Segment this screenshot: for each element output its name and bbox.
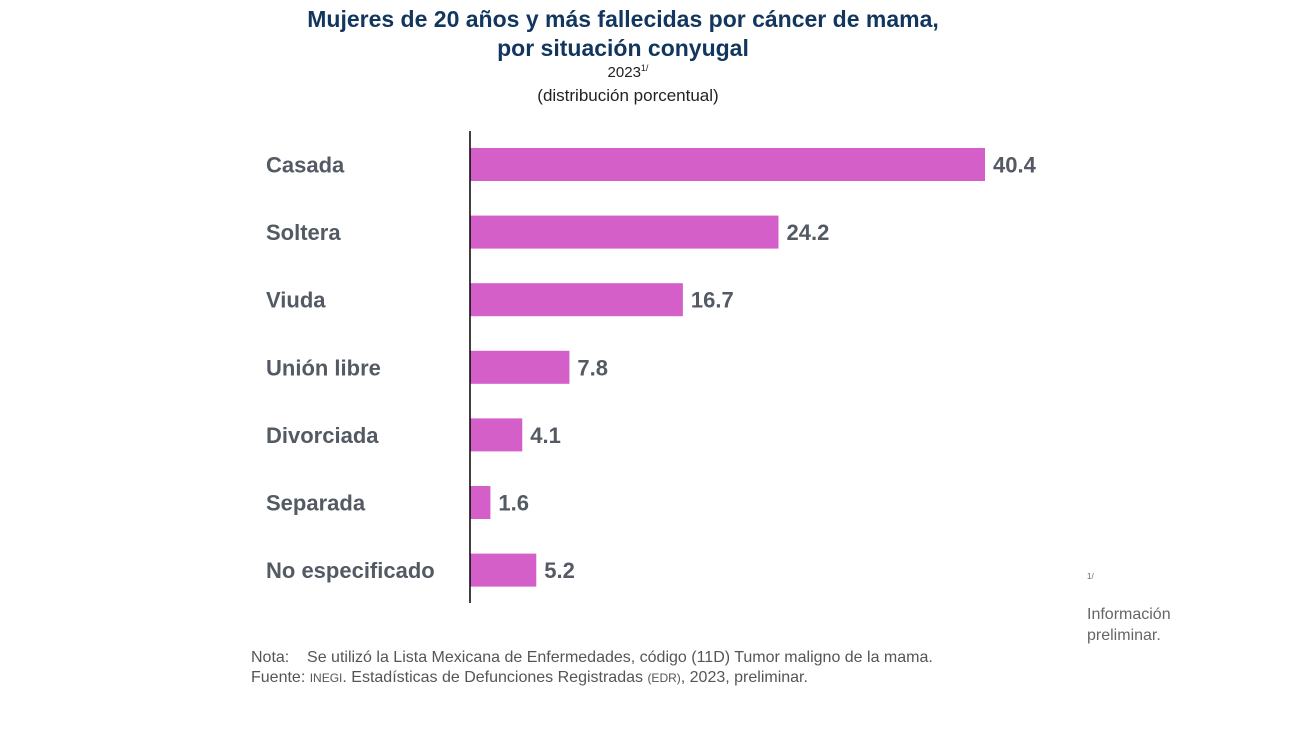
bar [470,148,985,181]
footnote-text-2: preliminar. [1087,627,1161,644]
note-text: Se utilizó la Lista Mexicana de Enfermed… [307,649,933,666]
category-label: Soltera [266,220,341,245]
data-label: 4.1 [530,423,561,448]
category-label: Casada [266,153,345,178]
chart-year: 20231/ [0,63,1256,81]
footnote-mark: 1/ [1087,572,1094,581]
note-line: Nota: Se utilizó la Lista Mexicana de En… [251,649,933,667]
chart-subtitle: (distribución porcentual) [537,86,719,105]
chart-title-line2: por situación conyugal [497,35,749,61]
source-label: Fuente: [251,669,306,686]
source-text-end: , 2023, preliminar. [680,669,808,686]
bar [470,283,683,317]
data-label: 1.6 [498,491,529,516]
source-line: Fuente: INEGI. Estadísticas de Defuncion… [251,669,808,687]
category-label: Separada [266,491,366,516]
bar [470,553,537,587]
footnote-text-1: Información [1087,606,1171,623]
category-label: No especificado [266,558,435,583]
bar [470,486,491,519]
year-text: 2023 [607,64,641,81]
category-label: Divorciada [266,423,379,448]
category-label: Unión libre [266,355,381,380]
data-label: 24.2 [786,220,829,245]
data-label: 7.8 [577,355,608,380]
note-label: Nota: [251,649,290,666]
chart-title: Mujeres de 20 años y más fallecidas por … [307,6,939,32]
bar [470,350,570,384]
bar [470,418,523,452]
data-label: 5.2 [544,558,575,583]
category-label: Viuda [266,288,326,313]
bar [470,215,779,249]
data-label: 16.7 [691,288,734,313]
source-text: . Estadísticas de Defunciones Registrada… [342,669,648,686]
source-edr: (EDR) [647,671,681,685]
source-inegi: INEGI [309,671,343,685]
year-footnote-mark: 1/ [640,63,649,73]
data-label: 40.4 [993,153,1037,178]
